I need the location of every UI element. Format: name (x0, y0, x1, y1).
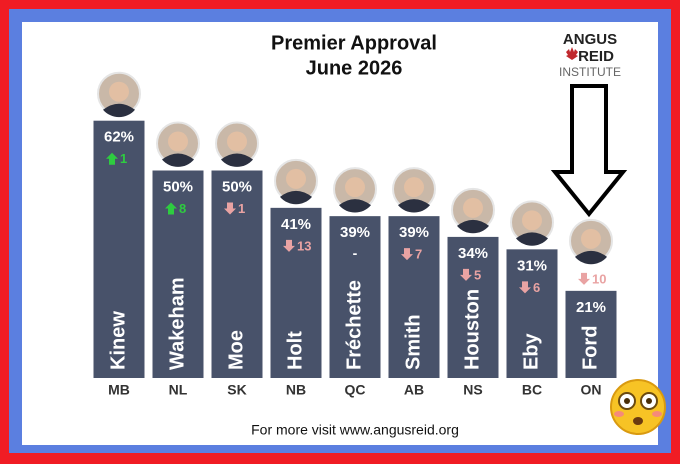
bar (565, 290, 617, 378)
change-arrow (106, 152, 118, 165)
photo-shoulders (516, 232, 548, 246)
change-arrow (401, 248, 413, 261)
value-label: 50% (222, 178, 252, 195)
x-tick-label: NS (463, 382, 482, 398)
value-label: 31% (517, 257, 547, 274)
emoji-pupil (646, 398, 652, 404)
change-label: 1 (120, 151, 127, 166)
photo-shoulders (162, 153, 194, 167)
pointer-arrow (550, 84, 628, 218)
change-label: 1 (238, 201, 245, 216)
logo-text: INSTITUTE (559, 65, 621, 79)
premier-name: Ford (579, 326, 601, 370)
premier-name: Eby (520, 332, 542, 370)
change-arrow (165, 202, 177, 215)
bar (329, 216, 381, 378)
chart-subtitle: June 2026 (306, 57, 403, 79)
bar (270, 207, 322, 378)
photo-shoulders (575, 250, 607, 265)
x-tick-label: MB (108, 382, 130, 398)
change-label: 8 (179, 201, 186, 216)
value-label: 62% (104, 129, 134, 146)
photo-face (227, 131, 247, 152)
photo-face (168, 131, 188, 152)
emoji (610, 379, 666, 435)
logo: ANGUS REID INSTITUTE (559, 31, 621, 79)
x-tick-label: NL (169, 382, 188, 398)
change-arrow (519, 281, 531, 294)
value-label: 50% (163, 178, 193, 195)
emoji-mouth (633, 417, 643, 425)
photo-shoulders (103, 103, 135, 118)
value-label: 39% (399, 224, 429, 241)
premier-name: Moe (225, 330, 247, 370)
bar (388, 216, 440, 378)
change-arrow (224, 202, 236, 215)
change-label: 10 (592, 271, 606, 286)
value-label: 41% (281, 216, 311, 233)
bar (93, 120, 145, 378)
photo-shoulders (339, 199, 371, 213)
photo-shoulders (398, 199, 430, 213)
bar (506, 249, 558, 378)
x-tick-label: NB (286, 382, 306, 398)
premier-name: Wakeham (166, 277, 188, 370)
change-label: 5 (474, 267, 481, 282)
premier-name: Smith (402, 314, 424, 370)
value-label: 39% (340, 224, 370, 241)
photo-face (286, 168, 306, 189)
change-label: 7 (415, 247, 422, 262)
x-tick-label: ON (581, 382, 602, 398)
photo-face (109, 81, 129, 102)
premier-name: Houston (461, 289, 483, 370)
change-arrow (578, 272, 590, 285)
bar (211, 170, 263, 378)
logo-text: REID (578, 48, 614, 65)
change-label: 13 (297, 238, 311, 253)
emoji-face (610, 379, 666, 435)
chart-title: Premier Approval (271, 32, 437, 54)
x-tick-label: QC (345, 382, 366, 398)
photo-face (581, 228, 601, 249)
emoji-pupil (624, 398, 630, 404)
change-arrow (283, 239, 295, 252)
photo-shoulders (221, 153, 253, 167)
change-label: 6 (533, 280, 540, 295)
x-tick-label: SK (227, 382, 246, 398)
premier-name: Kinew (107, 311, 129, 370)
value-label: 34% (458, 245, 488, 262)
emoji-cheek (652, 411, 662, 417)
change-label: - (353, 245, 358, 261)
bar (152, 170, 204, 378)
photo-shoulders (280, 190, 312, 205)
logo-leaf (566, 47, 578, 60)
logo-text: ANGUS (563, 31, 617, 48)
photo-face (522, 210, 542, 231)
photo-shoulders (457, 219, 489, 234)
source-note: For more visit www.angusreid.org (251, 422, 459, 438)
premier-name: Holt (284, 331, 306, 370)
change-arrow (460, 268, 472, 281)
value-label: 21% (576, 299, 606, 316)
emoji-cheek (614, 411, 624, 417)
x-tick-label: AB (404, 382, 424, 398)
photo-face (463, 197, 483, 218)
photo-face (404, 177, 424, 198)
premier-name: Fréchette (343, 280, 365, 370)
x-tick-label: BC (522, 382, 542, 398)
photo-face (345, 177, 365, 198)
bar (447, 236, 499, 378)
